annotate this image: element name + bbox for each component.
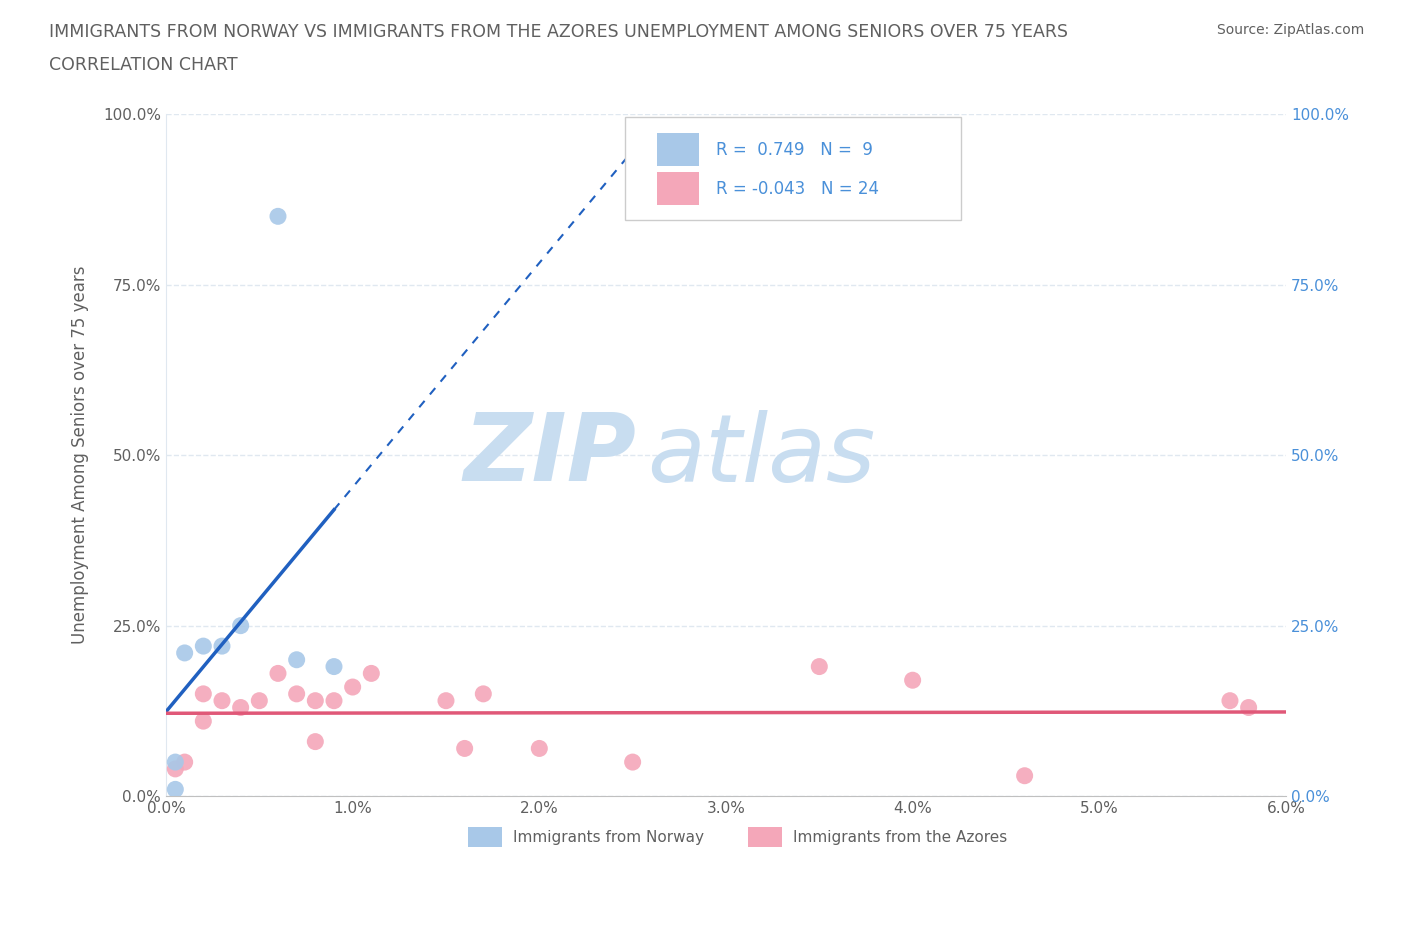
Point xyxy=(1014,768,1036,783)
Text: R =  0.749   N =  9: R = 0.749 N = 9 xyxy=(716,140,873,159)
Point xyxy=(360,666,382,681)
FancyBboxPatch shape xyxy=(657,172,699,206)
Point xyxy=(304,693,326,708)
Point xyxy=(211,693,233,708)
Point xyxy=(211,639,233,654)
Point xyxy=(901,672,924,687)
Point xyxy=(173,645,195,660)
Text: ZIP: ZIP xyxy=(464,409,637,501)
Point xyxy=(229,700,252,715)
Text: R = -0.043   N = 24: R = -0.043 N = 24 xyxy=(716,179,879,198)
Point xyxy=(247,693,270,708)
Text: Immigrants from Norway: Immigrants from Norway xyxy=(513,830,704,844)
Point xyxy=(529,741,551,756)
Point xyxy=(285,652,308,667)
Point xyxy=(808,659,831,674)
Point xyxy=(267,209,290,224)
Y-axis label: Unemployment Among Seniors over 75 years: Unemployment Among Seniors over 75 years xyxy=(72,266,89,644)
Text: Immigrants from the Azores: Immigrants from the Azores xyxy=(793,830,1008,844)
Point xyxy=(165,754,187,769)
Point xyxy=(342,680,364,695)
Point xyxy=(229,618,252,633)
Point xyxy=(621,754,644,769)
Point xyxy=(267,666,290,681)
Text: IMMIGRANTS FROM NORWAY VS IMMIGRANTS FROM THE AZORES UNEMPLOYMENT AMONG SENIORS : IMMIGRANTS FROM NORWAY VS IMMIGRANTS FRO… xyxy=(49,23,1069,41)
Point xyxy=(165,782,187,797)
Point xyxy=(1219,693,1241,708)
Text: Source: ZipAtlas.com: Source: ZipAtlas.com xyxy=(1216,23,1364,37)
Text: CORRELATION CHART: CORRELATION CHART xyxy=(49,56,238,73)
Point xyxy=(323,659,346,674)
Point xyxy=(193,713,215,728)
Point xyxy=(173,754,195,769)
Point xyxy=(472,686,495,701)
Point xyxy=(453,741,475,756)
Point xyxy=(1237,700,1260,715)
Point xyxy=(285,686,308,701)
Point xyxy=(323,693,346,708)
Point xyxy=(193,686,215,701)
Point xyxy=(193,639,215,654)
FancyBboxPatch shape xyxy=(748,827,782,847)
Point xyxy=(165,762,187,777)
Point xyxy=(304,734,326,749)
FancyBboxPatch shape xyxy=(468,827,502,847)
Point xyxy=(434,693,457,708)
FancyBboxPatch shape xyxy=(626,117,962,219)
Text: atlas: atlas xyxy=(648,409,876,500)
FancyBboxPatch shape xyxy=(657,133,699,166)
